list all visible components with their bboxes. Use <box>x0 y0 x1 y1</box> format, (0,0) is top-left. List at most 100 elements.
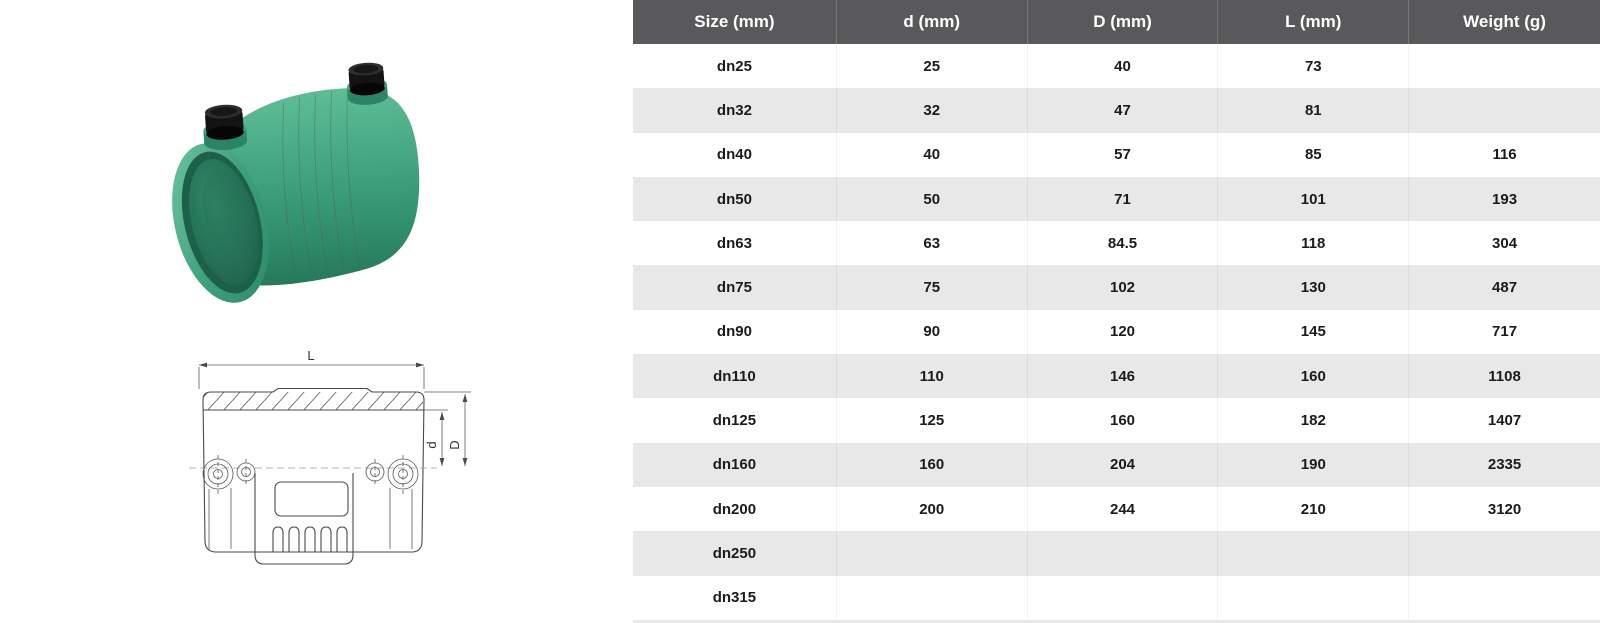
table-body: dn25 25 40 73 dn32 32 47 81 dn40 40 57 8… <box>633 44 1600 623</box>
cell-d: 63 <box>837 221 1028 266</box>
cell-D: 160 <box>1028 398 1219 443</box>
cell-size: dn32 <box>633 88 837 133</box>
cell-size: dn110 <box>633 354 837 399</box>
cell-D: 57 <box>1028 132 1219 177</box>
hatch-band <box>204 392 423 410</box>
table-row: dn125 125 160 182 1407 <box>633 398 1600 443</box>
label-plate <box>274 481 349 517</box>
body-outline <box>202 387 425 553</box>
terminal-cap-rear <box>347 62 388 105</box>
table-header: Size (mm) d (mm) D (mm) L (mm) Weight (g… <box>633 0 1600 44</box>
cell-weight <box>1409 88 1600 132</box>
center-block <box>254 473 354 565</box>
cell-D <box>1028 575 1219 620</box>
cell-weight: 3120 <box>1487 500 1522 518</box>
product-photo <box>172 62 420 303</box>
cell-L: 81 <box>1218 88 1410 133</box>
cell-weight: 1407 <box>1487 412 1522 430</box>
cell-L: 210 <box>1218 486 1410 532</box>
table-row: dn250 <box>633 531 1600 576</box>
cell-L: 130 <box>1218 265 1410 310</box>
cell-d: 40 <box>837 132 1028 177</box>
table-row: dn25 25 40 73 <box>633 44 1600 89</box>
table-row: dn90 90 120 145 717 <box>633 309 1600 355</box>
cell-L <box>1218 575 1410 620</box>
cell-size: dn25 <box>633 44 837 89</box>
table-row: dn110 110 146 160 1108 <box>633 354 1600 399</box>
cell-weight <box>1409 576 1600 620</box>
coupling-bore <box>172 143 270 303</box>
cell-d: 125 <box>837 398 1028 443</box>
cell-weight <box>1409 531 1600 575</box>
cell-D: 146 <box>1028 354 1219 399</box>
table-row: dn32 32 47 81 <box>633 88 1600 133</box>
cell-D: 47 <box>1028 88 1219 133</box>
technical-drawing: L <box>189 348 471 565</box>
mold-mark <box>358 221 378 241</box>
cell-d: 110 <box>837 354 1028 399</box>
table-row: dn63 63 84.5 118 304 <box>633 221 1600 266</box>
dim-label-d: d <box>424 441 439 448</box>
cell-L: 160 <box>1218 354 1410 399</box>
cell-D: 71 <box>1028 176 1219 222</box>
cell-d: 50 <box>837 176 1028 222</box>
cooling-ribs <box>272 526 348 552</box>
cell-d: 90 <box>837 309 1028 355</box>
cell-L: 118 <box>1218 221 1410 266</box>
cell-L: 145 <box>1218 309 1410 355</box>
dim-label-L: L <box>307 348 314 363</box>
column-header-weight: Weight (g) <box>1463 12 1546 31</box>
table-row: dn40 40 57 85 116 <box>633 132 1600 177</box>
terminal-left <box>202 455 256 549</box>
cell-d <box>837 531 1028 576</box>
table-row: dn160 160 204 190 2335 <box>633 442 1600 487</box>
cell-size: dn90 <box>633 309 837 355</box>
cell-weight: 2335 <box>1487 456 1522 474</box>
cell-size: dn315 <box>633 575 837 620</box>
cell-L: 101 <box>1218 176 1410 222</box>
cell-size: dn50 <box>633 176 837 222</box>
cell-weight: 717 <box>1492 323 1518 341</box>
cell-size: dn40 <box>633 132 837 177</box>
cell-weight: 193 <box>1492 190 1518 208</box>
cell-L: 73 <box>1218 44 1410 89</box>
cell-weight: 116 <box>1492 146 1517 164</box>
cell-D: 84.5 <box>1028 221 1219 266</box>
cell-d: 25 <box>837 44 1028 89</box>
cell-size: dn200 <box>633 486 837 532</box>
table-row: dn50 50 71 101 193 <box>633 176 1600 222</box>
column-header-L: L (mm) <box>1218 0 1410 44</box>
cell-D: 102 <box>1028 265 1219 310</box>
cell-D: 40 <box>1028 44 1219 89</box>
table-row: dn75 75 102 130 487 <box>633 265 1600 310</box>
cell-L <box>1218 531 1410 576</box>
terminal-right <box>365 455 419 549</box>
cell-d: 160 <box>837 442 1028 487</box>
cell-weight: 1108 <box>1488 367 1521 385</box>
cell-d <box>837 575 1028 620</box>
table-row: dn315 <box>633 575 1600 620</box>
cell-D <box>1028 531 1219 576</box>
cell-L: 85 <box>1218 132 1410 177</box>
table-row: dn200 200 244 210 3120 <box>633 486 1600 532</box>
cell-d: 75 <box>837 265 1028 310</box>
column-header-size: Size (mm) <box>633 0 837 44</box>
cell-weight <box>1409 44 1600 88</box>
cell-size: dn160 <box>633 442 837 487</box>
spec-table: Size (mm) d (mm) D (mm) L (mm) Weight (g… <box>633 0 1600 623</box>
cell-size: dn75 <box>633 265 837 310</box>
cell-size: dn125 <box>633 398 837 443</box>
cell-weight: 304 <box>1492 234 1518 252</box>
table-row-partial <box>633 619 1600 623</box>
cell-d: 32 <box>837 88 1028 133</box>
cell-size: dn250 <box>633 531 837 576</box>
cell-L: 182 <box>1218 398 1410 443</box>
cell-size: dn63 <box>633 221 837 266</box>
terminal-cap-front <box>203 104 248 151</box>
cell-d: 200 <box>837 486 1028 532</box>
column-header-d: d (mm) <box>837 0 1028 44</box>
dim-label-D: D <box>447 440 462 449</box>
cell-D: 120 <box>1028 309 1219 355</box>
cell-D: 244 <box>1028 486 1219 532</box>
cell-D: 204 <box>1028 442 1219 487</box>
